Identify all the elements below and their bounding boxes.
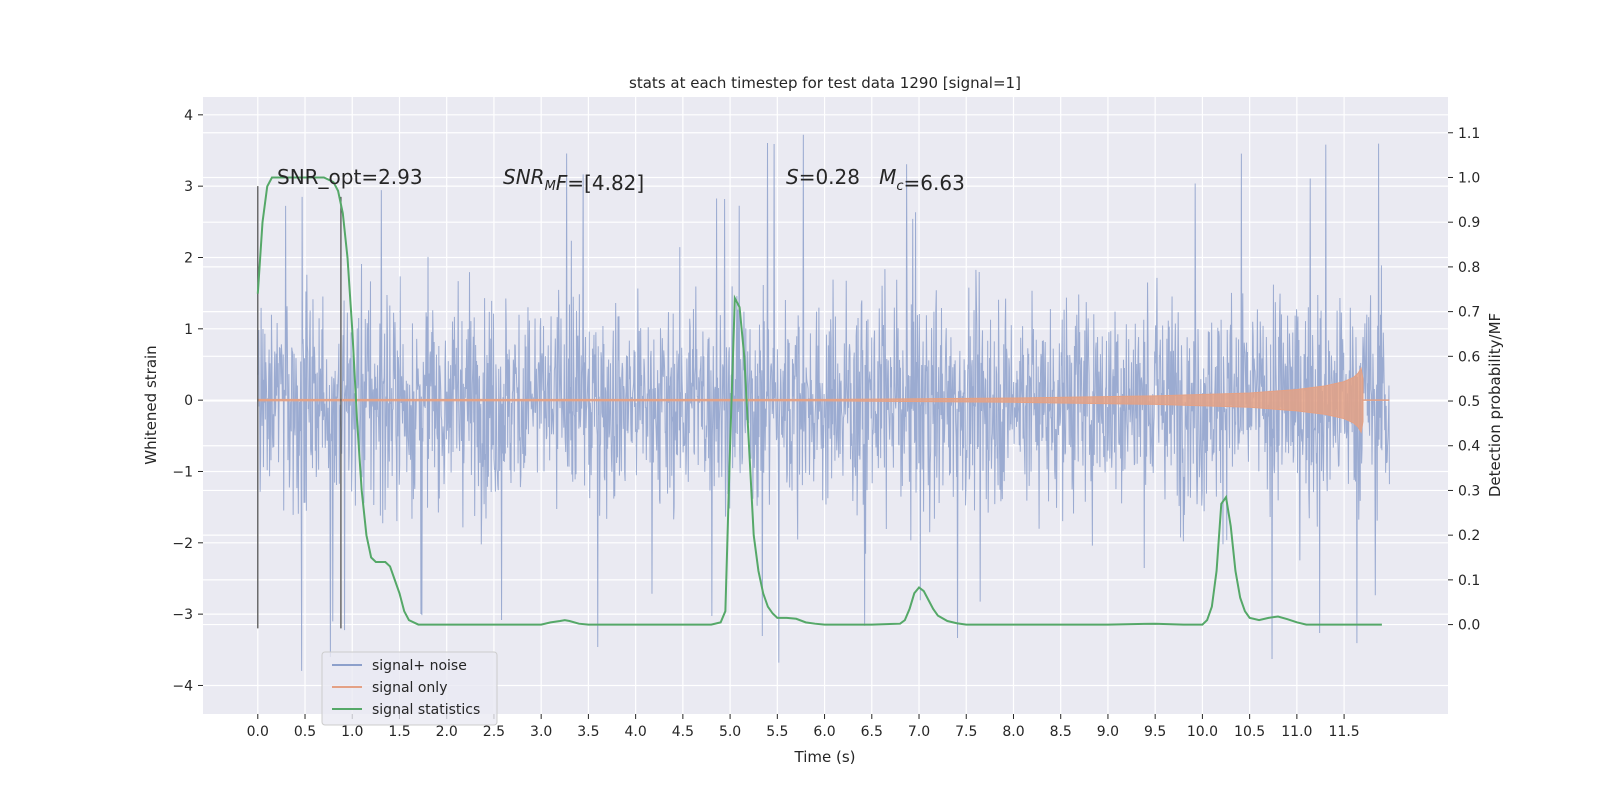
x-tick-label: 9.5 (1144, 724, 1166, 740)
x-tick-label: 3.0 (530, 724, 552, 740)
x-tick-label: 6.5 (861, 724, 883, 740)
x-tick-label: 2.5 (483, 724, 505, 740)
chart-title: stats at each timestep for test data 129… (629, 74, 1021, 92)
x-tick-label: 1.0 (341, 724, 363, 740)
annotation-part: =6.63 (904, 171, 965, 195)
annotations: SNR_opt=2.93 SNRMF=[4.82] S=0.28 Mc=6.63 (277, 165, 965, 195)
x-tick-label: 4.0 (624, 724, 646, 740)
x-tick-label: 11.0 (1281, 724, 1312, 740)
annotation-part: =[4.82] (567, 171, 644, 195)
x-tick-label: 8.5 (1050, 724, 1072, 740)
signal-statistics-series (256, 176, 1382, 626)
annotation-part: M (879, 165, 896, 189)
x-tick-label: 10.0 (1187, 724, 1218, 740)
annotation-1: SNR_opt=2.93 (277, 165, 423, 189)
y-right-tick-label: 0.3 (1458, 483, 1480, 499)
x-tick-label: 8.0 (1002, 724, 1024, 740)
vertical-markers (257, 186, 342, 629)
y-right-tick-label: 0.0 (1458, 618, 1480, 634)
y-right-tick-label: 0.5 (1458, 394, 1480, 410)
signal-statistics-line (256, 176, 1382, 626)
x-tick-label: 2.0 (436, 724, 458, 740)
x-tick-label: 7.5 (955, 724, 977, 740)
x-tick-label: 1.5 (388, 724, 410, 740)
y-axis-left-label: Whitened strain (142, 345, 160, 464)
y-left-tick-label: −4 (172, 678, 193, 694)
y-left-tick-label: 1 (184, 322, 193, 338)
y-left-tick-label: −1 (172, 464, 193, 480)
x-tick-label: 0.5 (294, 724, 316, 740)
y-right-tick-label: 1.1 (1458, 126, 1480, 142)
y-right-tick-label: 0.9 (1458, 215, 1480, 231)
y-left-tick-label: 3 (184, 179, 193, 195)
y-left-tick-label: 2 (184, 250, 193, 266)
annotation-part: M (545, 179, 556, 194)
x-tick-label: 7.0 (908, 724, 930, 740)
signal-only-envelope (257, 366, 1364, 434)
legend-box (321, 651, 498, 726)
y-right-tick-label: 0.1 (1458, 573, 1480, 589)
x-tick-label: 3.5 (577, 724, 599, 740)
annotation-part: SNR (503, 165, 545, 189)
x-tick-label: 0.0 (247, 724, 269, 740)
legend: signal+ noise signal only signal statist… (321, 651, 498, 726)
x-tick-label: 9.0 (1097, 724, 1119, 740)
x-tick-label: 5.0 (719, 724, 741, 740)
annotation-part: =0.28 (799, 165, 879, 189)
y-axis-right-ticks: 0.0 0.1 0.2 0.3 0.4 0.5 0.6 0.7 0.8 0.9 1.0 1.1 (1448, 126, 1480, 634)
y-right-tick-label: 0.8 (1458, 260, 1480, 276)
y-right-tick-label: 0.7 (1458, 305, 1480, 321)
annotation-part: S (786, 165, 799, 189)
y-right-tick-label: 0.2 (1458, 528, 1480, 544)
legend-label-signal-plus-noise: signal+ noise (372, 658, 467, 674)
x-tick-label: 6.0 (813, 724, 835, 740)
annotation-part: SNR_opt=2.93 (277, 165, 423, 189)
x-tick-label: 10.5 (1234, 724, 1265, 740)
legend-label-signal-statistics: signal statistics (372, 702, 480, 718)
y-right-tick-label: 0.4 (1458, 439, 1480, 455)
x-axis-ticks: 0.0 0.5 1.0 1.5 2.0 2.5 3.0 3.5 4.0 4.5 5.0 5.5 6.0 6… (247, 714, 1360, 740)
legend-label-signal-only: signal only (372, 680, 447, 696)
x-tick-label: 5.5 (766, 724, 788, 740)
x-axis-label: Time (s) (794, 748, 856, 766)
annotation-3: S=0.28 Mc=6.63 (786, 165, 965, 195)
signal-plus-noise-line (257, 134, 1390, 671)
y-left-tick-label: −2 (172, 536, 193, 552)
signal-plus-noise-series (257, 134, 1390, 671)
x-tick-label: 11.5 (1329, 724, 1360, 740)
y-axis-right-label: Detection probability/MF (1486, 313, 1504, 497)
y-left-tick-label: 0 (184, 393, 193, 409)
y-right-tick-label: 0.6 (1458, 349, 1480, 365)
x-tick-label: 4.5 (672, 724, 694, 740)
annotation-part: F (556, 171, 568, 195)
y-left-tick-label: −3 (172, 607, 193, 623)
y-right-tick-label: 1.0 (1458, 170, 1480, 186)
annotation-part: c (896, 179, 903, 194)
y-axis-left-ticks: −4 −3 −2 −1 0 1 2 3 4 (172, 108, 203, 694)
annotation-2: SNRMF=[4.82] (503, 165, 644, 195)
y-left-tick-label: 4 (184, 108, 193, 124)
signal-only-series (257, 366, 1390, 434)
